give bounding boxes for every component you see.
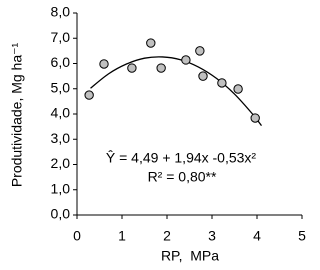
point <box>195 46 205 56</box>
x-tick-label: 2 <box>163 228 171 244</box>
y-tick-label: 7,0 <box>51 29 71 45</box>
point <box>250 113 260 123</box>
annotation: Ŷ = 4,49 + 1,94x -0,53x² <box>106 150 257 166</box>
y-tick-label: 8,0 <box>51 4 71 20</box>
x-axis-label: RP, MPa <box>161 248 219 264</box>
y-tick-label: 2,0 <box>51 155 71 171</box>
x-tick-label: 3 <box>208 228 216 244</box>
point <box>146 38 156 48</box>
fit-curve <box>90 56 263 127</box>
x-tick-label: 5 <box>298 228 306 244</box>
y-tick-label: 0,0 <box>51 206 71 222</box>
point <box>99 59 109 69</box>
annotation: R² = 0,80** <box>148 169 217 185</box>
point <box>181 55 191 65</box>
point <box>156 63 166 73</box>
y-tick-label: 6,0 <box>51 54 71 70</box>
y-axis-label: Produtividade, Mg ha⁻¹ <box>9 42 25 187</box>
y-tick-label: 5,0 <box>51 79 71 95</box>
x-tick-label: 1 <box>118 228 126 244</box>
y-tick-label: 1,0 <box>51 180 71 196</box>
y-tick-label: 3,0 <box>51 130 71 146</box>
point <box>84 90 94 100</box>
point <box>127 63 137 73</box>
point <box>233 84 243 94</box>
x-tick-label: 0 <box>73 228 81 244</box>
y-tick-label: 4,0 <box>51 105 71 121</box>
point <box>198 71 208 81</box>
point <box>217 78 227 88</box>
x-tick-label: 4 <box>253 228 261 244</box>
